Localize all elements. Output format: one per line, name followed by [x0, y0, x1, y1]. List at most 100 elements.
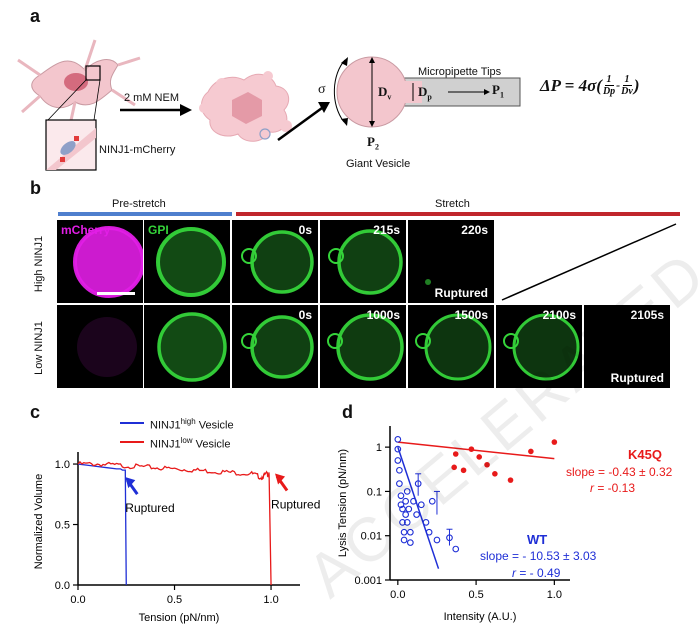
mcherry-label: mCherry [61, 223, 111, 237]
giant-vesicle-label: Giant Vesicle [346, 158, 411, 170]
high-time-2: 220s [461, 223, 488, 237]
data-point [413, 511, 420, 518]
high-mcherry-image: mCherry [57, 220, 143, 303]
low-time-1: 1000s [366, 308, 400, 322]
low-time-3: 2100s [542, 308, 576, 322]
vesicle-fill [426, 315, 490, 379]
data-point [425, 528, 433, 536]
low-gpi-image [144, 305, 230, 388]
high-time-0: 0s [298, 223, 312, 237]
dp-label: Dp [418, 84, 432, 102]
y-tick-label: 0.1 [367, 486, 382, 498]
data-point [410, 497, 417, 505]
panel-c-letter: c [30, 402, 41, 422]
cell-illustration [17, 39, 141, 171]
panel-b-letter: b [30, 178, 41, 198]
data-point [394, 435, 402, 443]
high-stretch-image-1: 0s [232, 220, 318, 303]
empty-area-diagonal [501, 223, 677, 301]
row-label-low: Low NINJ1 [33, 321, 45, 375]
data-point [406, 539, 414, 546]
low-time-0: 0s [298, 308, 312, 322]
data-point [452, 545, 460, 553]
ninj1-mcherry-label: NINJ1-mCherry [99, 144, 176, 156]
low-stretch-image-4: 2100s [496, 305, 582, 388]
panel-d-chart: 0.001 0.01 0.1 1 0.0 0.5 1.0 Intensity (A.U.) Ly… [337, 426, 570, 623]
data-point [406, 528, 414, 536]
low-stretch-image-2: 1000s [320, 305, 406, 388]
data-point [476, 454, 483, 460]
x-tick-label: 0.0 [70, 594, 85, 606]
high-time-1: 215s [373, 223, 400, 237]
low-stretch-image-1: 0s [232, 305, 318, 388]
y-tick-label: 0.01 [361, 531, 382, 543]
micropipette-label: Micropipette Tips [418, 66, 502, 78]
data-point [394, 445, 402, 453]
vesicle-bleb [503, 333, 519, 349]
legend-c-low: NINJ1low Vesicle [150, 436, 231, 451]
data-point [417, 501, 425, 509]
data-point [433, 536, 441, 544]
data-point [400, 528, 408, 536]
data-point [397, 492, 405, 500]
data-point [402, 497, 410, 505]
row-label-high: High NINJ1 [33, 235, 45, 293]
vesicle-fill [252, 317, 312, 377]
x-tick-label: 1.0 [547, 589, 562, 601]
ruptured-arrowhead-low [275, 473, 286, 485]
vesicle-membrane [157, 312, 227, 382]
data-point [400, 536, 408, 544]
vesicle-bleb [415, 333, 431, 349]
y-tick-label: 0.0 [55, 580, 70, 592]
vesicle-fill [339, 231, 401, 293]
ruptured-arrowhead-high [125, 477, 136, 489]
vesicle-fill [75, 228, 143, 296]
data-point [397, 501, 405, 509]
x-tick-label: 0.0 [390, 589, 405, 601]
low-mcherry-image [57, 305, 143, 388]
vesicle-bleb [327, 333, 343, 349]
data-point [507, 477, 514, 483]
data-point [492, 470, 498, 477]
data-point [451, 464, 457, 471]
x-tick-label: 1.0 [263, 594, 278, 606]
data-point [394, 457, 402, 464]
data-point [403, 488, 411, 495]
diagonal-line [501, 223, 677, 301]
panel-d-letter: d [342, 402, 353, 422]
low-time-4: 2105s [630, 308, 664, 322]
y-tick-label: 0.001 [354, 575, 382, 587]
data-point [422, 519, 430, 526]
dv-label: Dv [378, 84, 392, 102]
x-tick-label: 0.5 [167, 594, 182, 606]
wt-label: WT [527, 532, 548, 547]
low-ruptured-label: Ruptured [610, 371, 664, 385]
x-tick-label: 0.5 [468, 589, 483, 601]
nem-label: 2 mM NEM [124, 92, 179, 104]
prestretch-label: Pre-stretch [112, 198, 166, 210]
ruptured-label-high: Ruptured [125, 501, 174, 515]
stretch-bar [236, 212, 680, 216]
k45q-label: K45Q [628, 447, 662, 462]
panel-a-letter: a [30, 6, 41, 26]
data-point [468, 446, 475, 452]
low-stretch-image-5: 2105s Ruptured [584, 305, 670, 388]
data-point [428, 497, 436, 505]
high-stretch-image-2: 215s [320, 220, 406, 303]
scale-bar [97, 292, 135, 295]
high-ruptured-label: Ruptured [434, 286, 488, 300]
vesicle-fill [514, 315, 578, 379]
blebbing-cell-illustration [199, 71, 292, 142]
high-stretch-image-3: 220s Ruptured [408, 220, 494, 303]
low-stretch-image-3: 1500s [408, 305, 494, 388]
wt-slope: slope = - 10.53 ± 3.03 [480, 549, 597, 563]
vesicle-bleb [241, 248, 257, 264]
ruptured-label-low: Ruptured [271, 498, 320, 512]
laplace-equation: ΔP = 4σ( 1 Dp - 1 Dv ) [540, 74, 640, 97]
k45q-r: r = -0.13 [590, 481, 636, 495]
legend-c-high: NINJ1high Vesicle [150, 417, 234, 432]
data-point [399, 505, 406, 513]
vesicle-membrane [156, 227, 226, 297]
y-tick-label: 0.5 [55, 520, 70, 532]
vesicle-membrane [73, 226, 143, 298]
